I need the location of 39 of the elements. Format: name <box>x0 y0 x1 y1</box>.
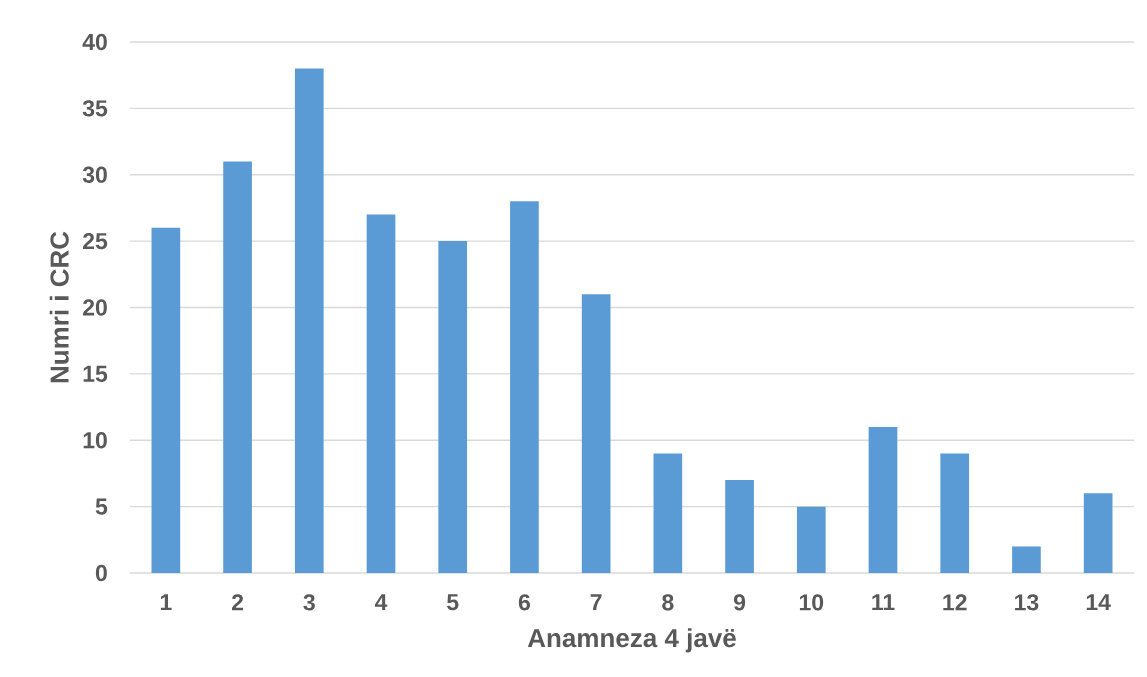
x-tick-label: 1 <box>160 594 172 611</box>
bar <box>510 201 539 573</box>
x-tick-label: 3 <box>303 594 315 611</box>
x-tick-label: 9 <box>733 594 746 611</box>
y-tick-label: 10 <box>83 432 107 449</box>
x-tick-label: 11 <box>872 594 895 611</box>
x-tick-label: 10 <box>799 594 824 611</box>
x-tick-label: 7 <box>590 594 602 611</box>
bar <box>294 68 324 573</box>
bar <box>868 426 898 573</box>
bar <box>725 480 754 573</box>
y-tick-label: 30 <box>82 166 107 183</box>
bar <box>366 214 396 573</box>
x-tick-label: 14 <box>1086 594 1111 611</box>
x-tick-label: 12 <box>943 594 967 611</box>
y-tick-label: 0 <box>95 564 107 582</box>
bar <box>940 453 970 573</box>
bar <box>223 161 252 573</box>
x-tick-label: 6 <box>518 594 530 611</box>
y-tick-label: 25 <box>83 232 108 250</box>
y-axis-title: Numri i CRC <box>49 231 69 383</box>
bar <box>1083 493 1113 573</box>
bar <box>1012 546 1041 573</box>
x-tick-label: 5 <box>447 594 459 611</box>
y-tick-label: 5 <box>95 498 108 515</box>
bar <box>438 241 468 573</box>
x-tick-label: 2 <box>231 594 244 611</box>
x-tick-label: 13 <box>1015 594 1039 611</box>
y-tick-label: 35 <box>82 100 108 117</box>
y-tick-label: 20 <box>83 299 107 316</box>
x-axis-title: Anamneza 4 javë <box>527 628 736 653</box>
x-tick-label: 4 <box>374 594 388 611</box>
bar <box>581 294 611 573</box>
y-tick-label: 40 <box>82 33 107 51</box>
x-tick-label: 8 <box>662 594 674 611</box>
bar <box>796 506 826 573</box>
y-tick-label: 15 <box>83 365 108 382</box>
bar <box>653 453 683 573</box>
bar <box>151 227 181 573</box>
